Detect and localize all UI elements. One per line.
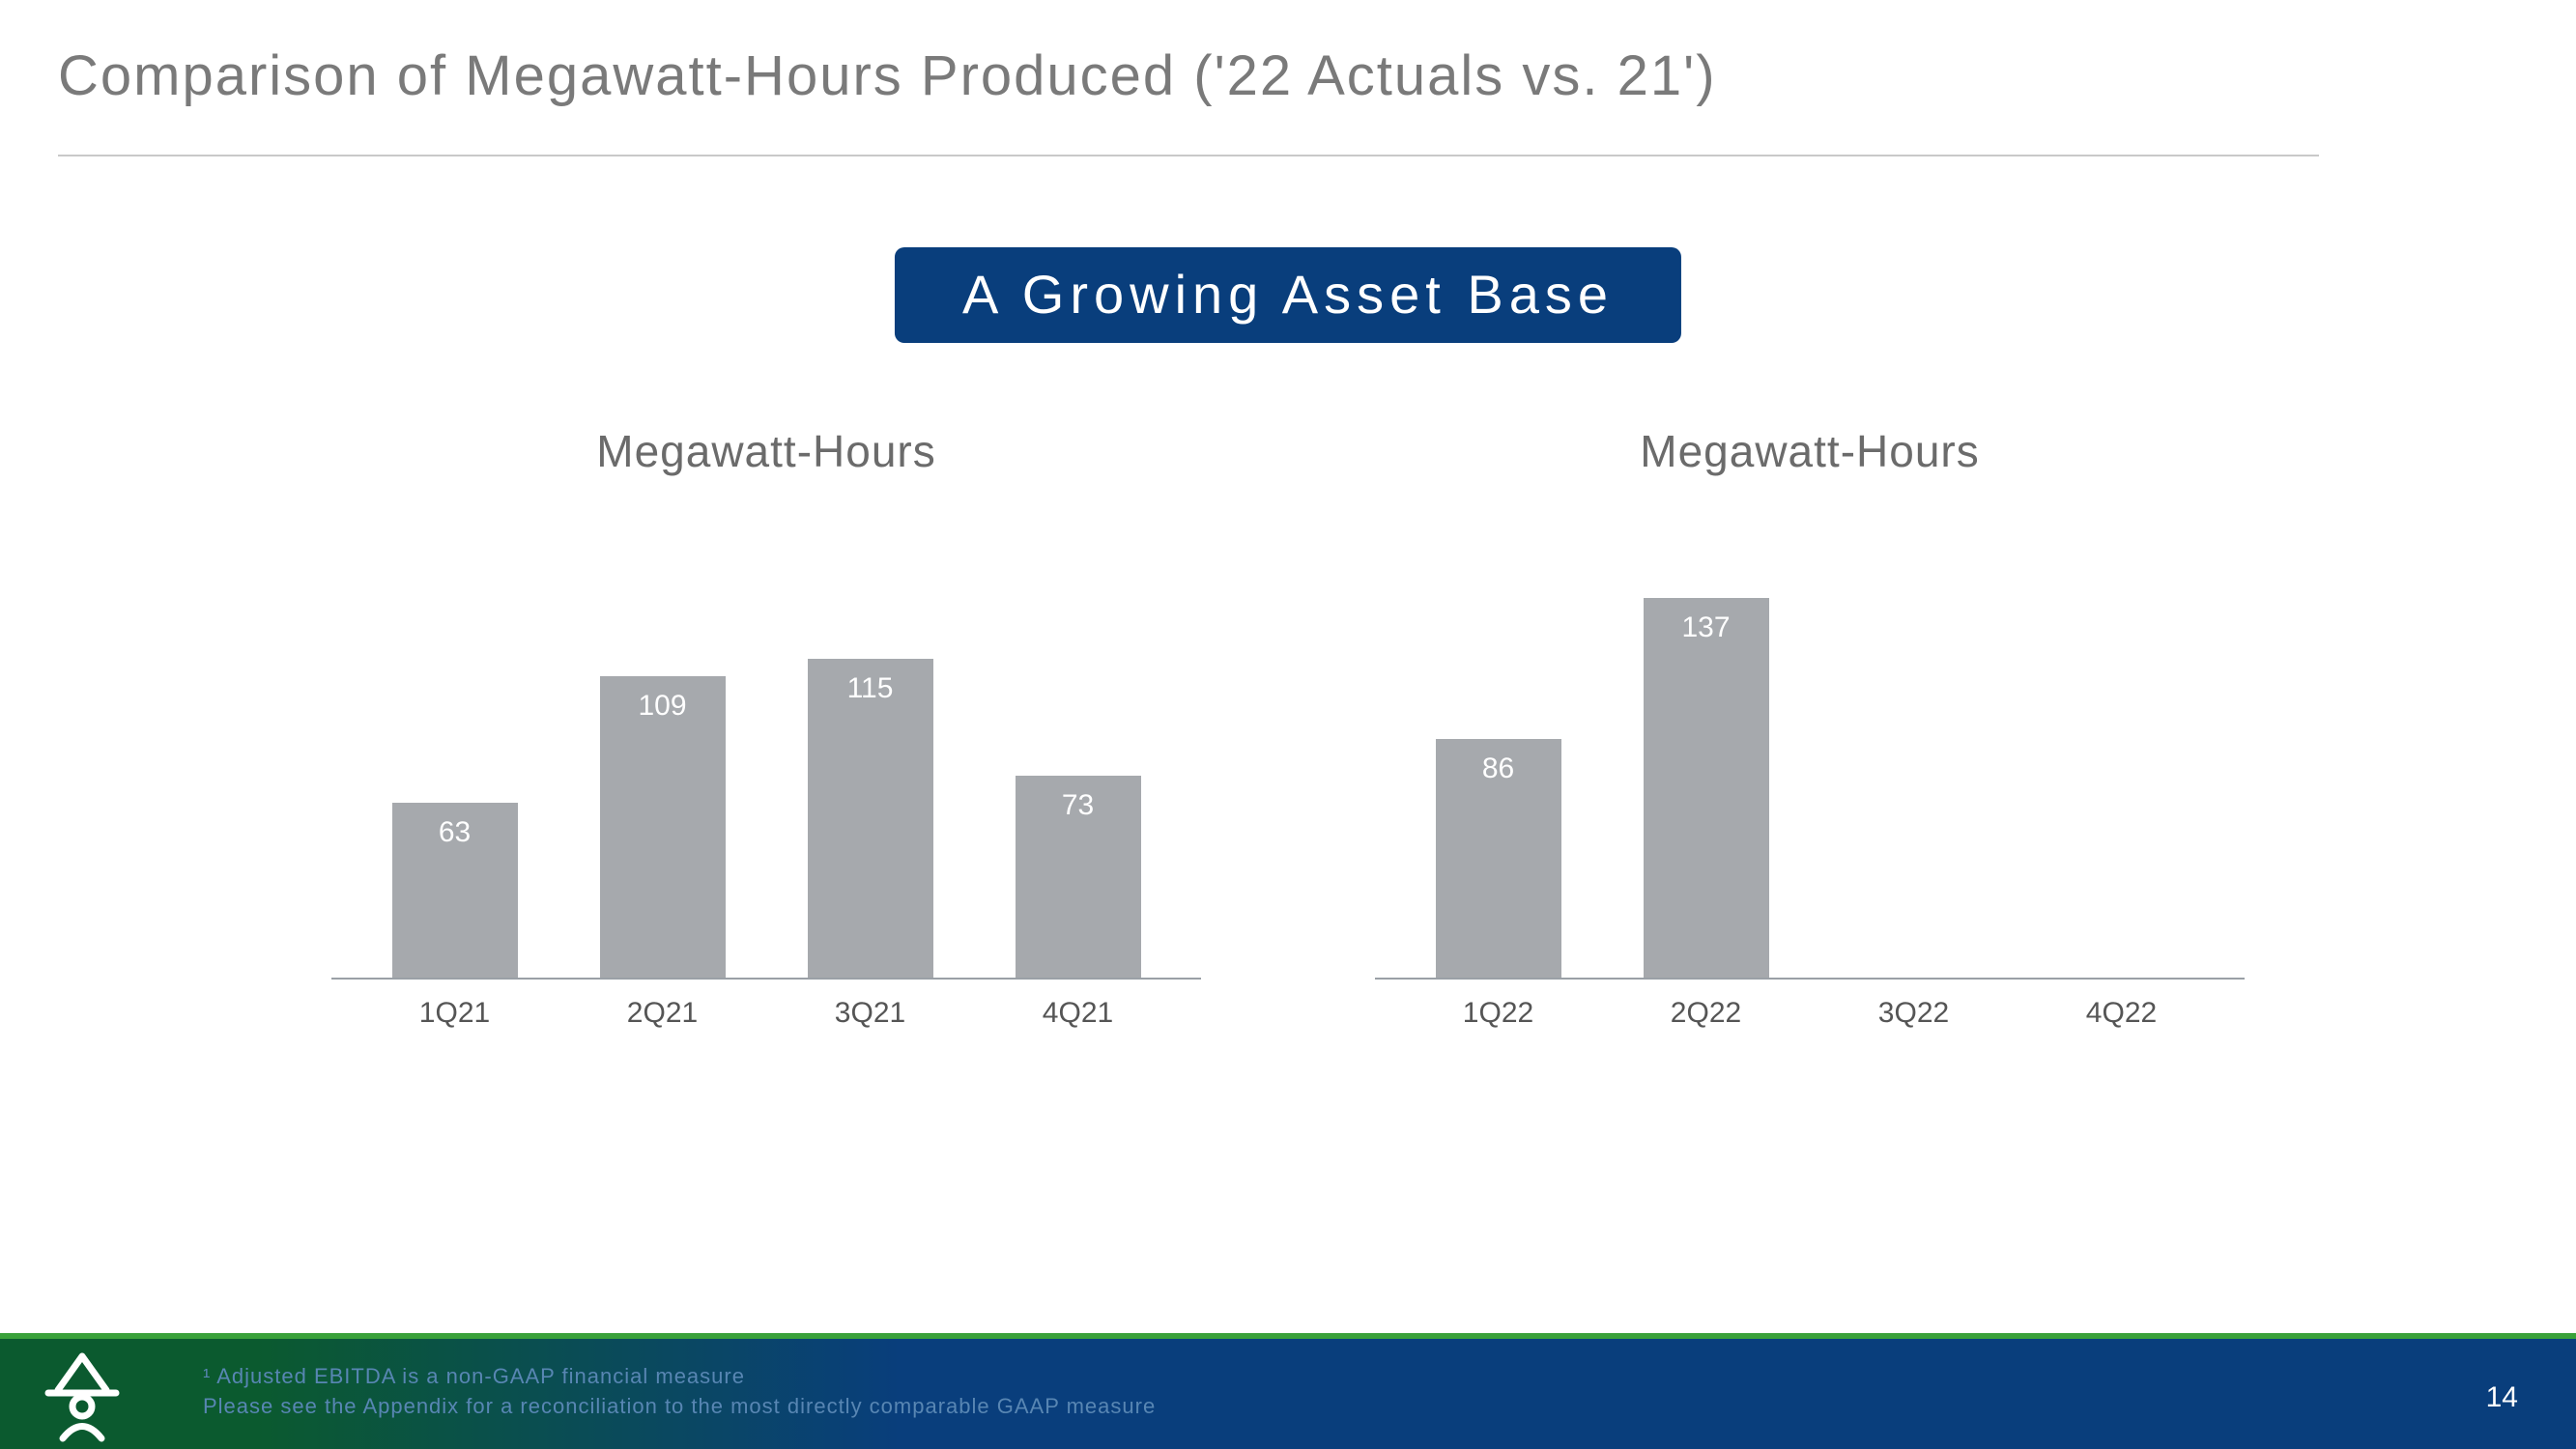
slide-title: Comparison of Megawatt-Hours Produced ('… xyxy=(58,43,1717,108)
bar-value-label: 137 xyxy=(1644,611,1769,644)
chart-right-x-labels: 1Q22 2Q22 3Q22 4Q22 xyxy=(1375,980,2245,1030)
company-logo-icon xyxy=(29,1347,135,1448)
footer-line-2: Please see the Appendix for a reconcilia… xyxy=(203,1392,1156,1422)
footer-disclaimer: ¹ Adjusted EBITDA is a non-GAAP financia… xyxy=(203,1362,1156,1422)
x-axis-label: 3Q21 xyxy=(798,997,943,1030)
x-axis-label: 2Q22 xyxy=(1634,997,1779,1030)
footer-line-1: ¹ Adjusted EBITDA is a non-GAAP financia… xyxy=(203,1362,1156,1392)
bar: 63 xyxy=(392,803,518,978)
bar-slot: 86 xyxy=(1426,739,1571,978)
bar: 137 xyxy=(1644,598,1769,978)
bar-value-label: 109 xyxy=(600,690,726,723)
chart-left: Megawatt-Hours 63 109 115 73 1Q21 2Q21 3Q21 4Q… xyxy=(331,425,1201,1030)
x-axis-label: 2Q21 xyxy=(590,997,735,1030)
x-axis-label: 1Q22 xyxy=(1426,997,1571,1030)
x-axis-label: 4Q21 xyxy=(1006,997,1151,1030)
bar-slot: 109 xyxy=(590,676,735,978)
chart-left-title: Megawatt-Hours xyxy=(331,425,1201,477)
chart-right-title: Megawatt-Hours xyxy=(1375,425,2245,477)
bar-value-label: 115 xyxy=(808,672,933,705)
bar: 109 xyxy=(600,676,726,978)
bar-slot: 63 xyxy=(383,803,528,978)
bar-slot: 137 xyxy=(1634,598,1779,978)
bar: 73 xyxy=(1016,776,1141,978)
slide-footer: ¹ Adjusted EBITDA is a non-GAAP financia… xyxy=(0,1333,2576,1449)
page-number: 14 xyxy=(2486,1381,2518,1414)
chart-right: Megawatt-Hours 86 137 1Q22 2Q22 3Q22 4Q22 xyxy=(1375,425,2245,1030)
bar-slot: 73 xyxy=(1006,776,1151,978)
banner-label: A Growing Asset Base xyxy=(895,247,1681,343)
chart-right-plot: 86 137 xyxy=(1375,564,2245,980)
x-axis-label: 1Q21 xyxy=(383,997,528,1030)
chart-left-plot: 63 109 115 73 xyxy=(331,564,1201,980)
bar-value-label: 86 xyxy=(1436,753,1561,785)
charts-container: Megawatt-Hours 63 109 115 73 1Q21 2Q21 3Q21 4Q… xyxy=(0,425,2576,1030)
bar-slot: 115 xyxy=(798,659,943,978)
title-divider xyxy=(58,155,2319,156)
bar: 86 xyxy=(1436,739,1561,978)
bar-value-label: 73 xyxy=(1016,789,1141,822)
bar: 115 xyxy=(808,659,933,978)
x-axis-label: 3Q22 xyxy=(1842,997,1987,1030)
chart-left-x-labels: 1Q21 2Q21 3Q21 4Q21 xyxy=(331,980,1201,1030)
x-axis-label: 4Q22 xyxy=(2049,997,2194,1030)
bar-value-label: 63 xyxy=(392,816,518,849)
